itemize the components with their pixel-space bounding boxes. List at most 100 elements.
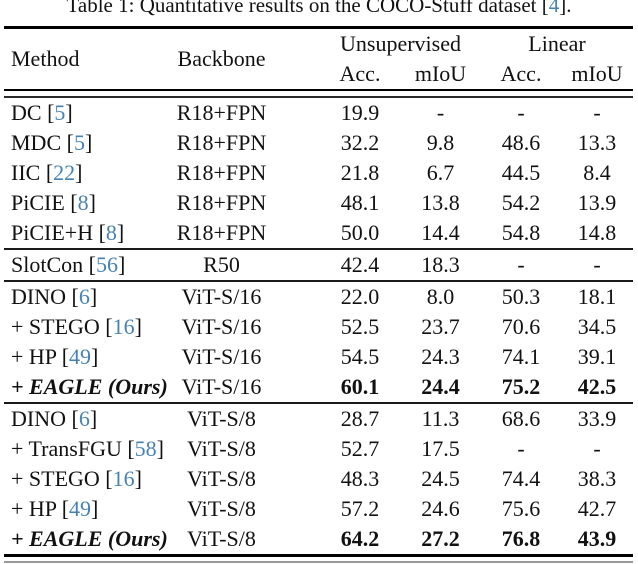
linear-acc-cell: 48.6	[501, 129, 541, 155]
caption-citation-link[interactable]: 4	[548, 0, 560, 17]
method-cell: + STEGO [16]	[11, 313, 142, 339]
backbone-cell: R18+FPN	[176, 189, 267, 215]
unsup-acc-cell: 42.4	[340, 251, 380, 277]
unsup-miou-cell: 24.5	[421, 465, 460, 491]
method-cell: IIC [22]	[11, 159, 83, 185]
linear-miou-cell: 42.5	[577, 373, 617, 399]
citation-link[interactable]: 16	[112, 465, 135, 491]
citation-link[interactable]: 8	[77, 189, 89, 215]
linear-miou-cell: 18.1	[577, 283, 617, 309]
table-top-rule	[4, 26, 633, 29]
table-row: + TransFGU [58] ViT-S/8 52.7 17.5 - -	[4, 434, 633, 464]
unsup-miou-cell: 11.3	[421, 405, 460, 431]
backbone-cell: ViT-S/8	[187, 405, 256, 431]
citation-link[interactable]: 49	[69, 495, 92, 521]
table-row: IIC [22] R18+FPN 21.8 6.7 44.5 8.4	[4, 158, 633, 188]
unsup-miou-cell: 9.8	[426, 129, 455, 155]
method-cell: + EAGLE (Ours)	[11, 525, 168, 551]
linear-miou-cell: 13.9	[577, 189, 617, 215]
citation-link[interactable]: 16	[112, 313, 135, 339]
unsup-acc-cell: 28.7	[340, 405, 380, 431]
column-spacer	[269, 524, 320, 554]
backbone-cell: R50	[203, 251, 240, 277]
unsup-acc-cell: 54.5	[340, 343, 380, 369]
linear-miou-cell: 43.9	[577, 525, 617, 551]
table-row: MDC [5] R18+FPN 32.2 9.8 48.6 13.3	[4, 128, 633, 158]
column-spacer	[269, 98, 320, 128]
citation-link[interactable]: 49	[69, 343, 92, 369]
table-body: DC [5] R18+FPN 19.9 - - - MDC [5] R18+FPN 32.2 9.…	[4, 98, 633, 554]
column-spacer	[269, 218, 320, 248]
table-row: PiCIE [8] R18+FPN 48.1 13.8 54.2 13.9	[4, 188, 633, 218]
linear-acc-cell: 44.5	[501, 159, 541, 185]
backbone-cell: ViT-S/8	[187, 495, 256, 521]
linear-miou-cell: -	[593, 435, 601, 461]
method-cell: + HP [49]	[11, 343, 99, 369]
col-header-method: Method	[11, 46, 80, 71]
citation-link[interactable]: 8	[105, 219, 117, 245]
unsup-acc-cell: 50.0	[340, 219, 380, 245]
citation-link[interactable]: 5	[54, 99, 66, 125]
table-row: SlotCon [56] R50 42.4 18.3 - -	[4, 250, 633, 280]
citation-link[interactable]: 22	[53, 159, 76, 185]
method-cell: + HP [49]	[11, 495, 99, 521]
column-spacer	[269, 404, 320, 434]
linear-acc-cell: 76.8	[501, 525, 541, 551]
citation-link[interactable]: 5	[73, 129, 85, 155]
citation-link[interactable]: 58	[134, 435, 157, 461]
linear-acc-cell: -	[517, 99, 525, 125]
table-row: DINO [6] ViT-S/16 22.0 8.0 50.3 18.1	[4, 282, 633, 312]
unsup-miou-cell: 14.4	[421, 219, 460, 245]
linear-acc-cell: 74.1	[501, 343, 541, 369]
method-cell: + STEGO [16]	[11, 465, 142, 491]
unsup-acc-cell: 32.2	[340, 129, 380, 155]
citation-link[interactable]: 6	[78, 405, 90, 431]
linear-acc-cell: 54.2	[501, 189, 541, 215]
unsup-acc-cell: 57.2	[340, 495, 380, 521]
backbone-cell: R18+FPN	[176, 129, 267, 155]
unsup-miou-cell: 24.3	[421, 343, 460, 369]
unsup-acc-cell: 19.9	[340, 99, 380, 125]
col-header-linear-acc: Acc.	[500, 61, 542, 86]
unsup-acc-cell: 48.3	[340, 465, 380, 491]
unsup-miou-cell: 27.2	[421, 525, 460, 551]
column-spacer	[269, 250, 320, 280]
table-row: DINO [6] ViT-S/8 28.7 11.3 68.6 33.9	[4, 404, 633, 434]
unsup-acc-cell: 64.2	[340, 525, 380, 551]
column-spacer	[269, 128, 320, 158]
linear-acc-cell: 50.3	[501, 283, 541, 309]
linear-acc-cell: 75.6	[501, 495, 541, 521]
linear-miou-cell: 14.8	[577, 219, 617, 245]
linear-acc-cell: 68.6	[501, 405, 541, 431]
header-double-rule	[4, 89, 633, 98]
unsup-miou-cell: 18.3	[421, 251, 460, 277]
linear-acc-cell: -	[517, 251, 525, 277]
column-spacer	[269, 494, 320, 524]
backbone-cell: ViT-S/8	[187, 465, 256, 491]
method-cell: + EAGLE (Ours)	[11, 373, 168, 399]
unsup-miou-cell: -	[436, 99, 445, 125]
table-row: + STEGO [16] ViT-S/8 48.3 24.5 74.4 38.3	[4, 464, 633, 494]
table-row: DC [5] R18+FPN 19.9 - - -	[4, 98, 633, 128]
unsup-miou-cell: 8.0	[426, 283, 455, 309]
caption-text-before: Table 1: Quantitative results on the COC…	[66, 0, 549, 17]
backbone-cell: R18+FPN	[176, 219, 267, 245]
table-row: + HP [49] ViT-S/8 57.2 24.6 75.6 42.7	[4, 494, 633, 524]
col-header-unsup-acc: Acc.	[339, 61, 381, 86]
backbone-cell: ViT-S/16	[181, 313, 262, 339]
col-group-header-unsupervised: Unsupervised	[340, 31, 461, 56]
backbone-cell: ViT-S/16	[181, 283, 262, 309]
method-cell: SlotCon [56]	[11, 251, 126, 277]
backbone-cell: ViT-S/8	[187, 525, 256, 551]
citation-link[interactable]: 6	[78, 283, 90, 309]
linear-miou-cell: 33.9	[577, 405, 617, 431]
table-row: + STEGO [16] ViT-S/16 52.5 23.7 70.6 34.5	[4, 312, 633, 342]
linear-acc-cell: 75.2	[501, 373, 541, 399]
linear-miou-cell: 38.3	[577, 465, 617, 491]
unsup-miou-cell: 17.5	[421, 435, 460, 461]
col-header-linear-miou: mIoU	[571, 61, 623, 86]
method-cell: PiCIE+H [8]	[11, 219, 125, 245]
backbone-cell: R18+FPN	[176, 159, 267, 185]
row-group: SlotCon [56] R50 42.4 18.3 - -	[4, 247, 633, 280]
citation-link[interactable]: 56	[95, 251, 118, 277]
